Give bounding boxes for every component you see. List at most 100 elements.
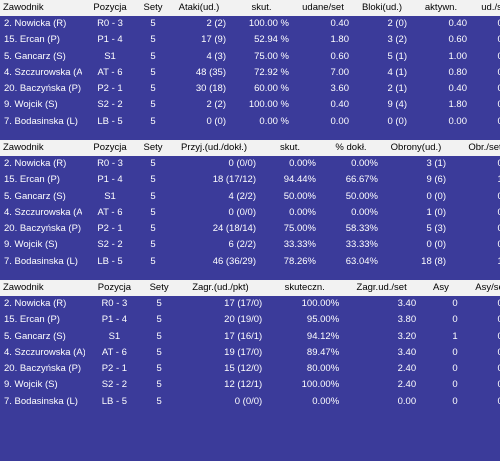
cell-sets: 5 — [156, 346, 162, 358]
table-row[interactable]: 15. Ercan (P) P1 - 4 5 17 (9) 52.94 % 1.80 3 (… — [0, 32, 500, 48]
cell-blocks-per-set: 0.20 — [471, 81, 500, 97]
column-header[interactable]: Pozycja — [85, 280, 144, 296]
table-row[interactable]: 20. Baczyńska (P) P2 - 1 5 15 (12/0) 80.00% 2… — [0, 361, 500, 377]
column-header[interactable]: % dokł. — [320, 140, 382, 156]
cell-accuracy: 66.67% — [345, 174, 378, 186]
table-row[interactable]: 7. Bodasinska (L) LB - 5 5 46 (36/29) 78.26%… — [0, 254, 500, 270]
table-row[interactable]: 5. Gancarz (S) S1 5 4 (2/2) 50.00% 50.00% 0 (0… — [0, 189, 500, 205]
table-row[interactable]: 9. Wojcik (S) S2 - 2 5 12 (12/1) 100.00% 2.40… — [0, 377, 500, 393]
column-header[interactable]: ud./set — [471, 0, 500, 16]
column-header[interactable]: Sety — [138, 0, 168, 16]
cell-position: LB - 5 — [101, 395, 128, 407]
column-header[interactable]: Zawodnik — [0, 140, 82, 156]
player-name: 5. Gancarz (S) — [4, 330, 66, 342]
player-name: 2. Nowicka (R) — [4, 18, 67, 29]
column-header[interactable]: Obrony(ud.) — [382, 140, 450, 156]
column-header[interactable]: Zagr.(ud./pkt) — [174, 280, 267, 296]
cell-sets: 5 — [150, 255, 156, 267]
column-header[interactable]: Zawodnik — [0, 0, 82, 16]
cell-aces: 0 — [452, 363, 458, 375]
cell-activity: 0.40 — [448, 83, 468, 95]
table-row[interactable]: 2. Nowicka (R) R0 - 3 5 0 (0/0) 0.00% 0.00% 3 … — [0, 156, 500, 172]
cell-digs-per-set: 1.20 — [450, 172, 500, 188]
column-header[interactable]: Zagr.ud./set — [343, 280, 421, 296]
cell-position: AT - 6 — [97, 66, 123, 78]
cell-attacks: 4 (3) — [206, 50, 226, 62]
cell-accuracy: 33.33% — [345, 239, 378, 251]
cell-digs-per-set: 0.00 — [450, 189, 500, 205]
cell-accuracy: 50.00% — [345, 190, 378, 202]
column-header[interactable]: Sety — [138, 140, 168, 156]
table-row[interactable]: 15. Ercan (P) P1 - 4 5 18 (17/12) 94.44% 66.6… — [0, 172, 500, 188]
cell-blocks: 3 (2) — [387, 34, 407, 46]
cell-position: S2 - 2 — [97, 239, 123, 251]
cell-efficiency: 0.00% — [289, 206, 316, 218]
table-row[interactable]: 9. Wojcik (S) S2 - 2 5 6 (2/2) 33.33% 33.33% 0… — [0, 237, 500, 253]
table-row[interactable]: 5. Gancarz (S) S1 5 4 (3) 75.00 % 0.60 5 (1) 1.… — [0, 49, 500, 65]
cell-serves-per-set: 2.40 — [397, 379, 417, 391]
table-row[interactable]: 15. Ercan (P) P1 - 4 5 20 (19/0) 95.00% 3.80 0… — [0, 312, 500, 328]
cell-blocks: 0 (0) — [387, 115, 407, 127]
cell-digs: 0 (0) — [426, 190, 446, 202]
column-header[interactable]: udane/set — [293, 0, 353, 16]
column-header[interactable]: Pozycja — [82, 0, 138, 16]
table-row[interactable]: 20. Baczyńska (P) P2 - 1 5 24 (18/14) 75.00%… — [0, 221, 500, 237]
cell-sets: 5 — [156, 314, 162, 326]
cell-serves-per-set: 0.00 — [397, 395, 417, 407]
column-header[interactable]: Obr./set — [450, 140, 500, 156]
cell-position: P2 - 1 — [97, 223, 123, 235]
cell-sets: 5 — [150, 239, 156, 251]
table-row[interactable]: 4. Szczurowska (A) AT - 6 5 48 (35) 72.92 % 7… — [0, 65, 500, 81]
column-header[interactable]: Ataki(ud.) — [168, 0, 230, 16]
column-header[interactable]: Pozycja — [82, 140, 138, 156]
cell-receptions: 46 (36/29) — [212, 255, 256, 267]
cell-sets: 5 — [150, 174, 156, 186]
cell-efficiency: 60.00 % — [254, 83, 289, 95]
column-header[interactable]: skut. — [230, 0, 293, 16]
column-header[interactable]: Sety — [143, 280, 175, 296]
column-header[interactable]: Zawodnik — [0, 280, 86, 296]
cell-attacks: 30 (18) — [195, 83, 226, 95]
cell-digs: 5 (3) — [426, 223, 446, 235]
cell-sets: 5 — [150, 50, 156, 62]
player-name: 4. Szczurowska (A) — [4, 346, 86, 358]
table-row[interactable]: 9. Wojcik (S) S2 - 2 5 2 (2) 100.00 % 0.40 9 (… — [0, 97, 500, 113]
cell-position: LB - 5 — [97, 115, 123, 127]
cell-serves-per-set: 3.20 — [397, 330, 417, 342]
cell-sets: 5 — [150, 34, 156, 46]
cell-sets: 5 — [150, 66, 156, 78]
cell-receptions: 4 (2/2) — [228, 190, 256, 202]
table-row[interactable]: 5. Gancarz (S) S1 5 17 (16/1) 94.12% 3.20 1 0.2… — [0, 329, 500, 345]
table-row[interactable]: 4. Szczurowska (A) AT - 6 5 0 (0/0) 0.00% 0.0… — [0, 205, 500, 221]
cell-efficiency: 52.94 % — [254, 34, 289, 46]
column-header[interactable]: Bloki(ud.) — [353, 0, 411, 16]
cell-per-set: 0.00 — [330, 115, 350, 127]
column-header[interactable]: skut. — [260, 140, 320, 156]
table-row[interactable]: 4. Szczurowska (A) AT - 6 5 19 (17/0) 89.47%… — [0, 345, 500, 361]
table-row[interactable]: 2. Nowicka (R) R0 - 3 5 2 (2) 100.00 % 0.40 2 … — [0, 16, 500, 32]
table-row[interactable]: 2. Nowicka (R) R0 - 3 5 17 (17/0) 100.00% 3.4… — [0, 296, 500, 312]
column-header[interactable]: Asy/set — [461, 280, 500, 296]
reception-defense-stats-panel: Zawodnik Pozycja Sety Przyj.(ud./dokł.) … — [0, 140, 500, 270]
cell-position: S2 - 2 — [97, 99, 123, 111]
cell-aces-per-set: 0.00 — [462, 394, 500, 410]
column-header[interactable]: skuteczn. — [266, 280, 344, 296]
cell-serves: 20 (19/0) — [224, 314, 263, 326]
column-header[interactable]: Przyj.(ud./dokł.) — [168, 140, 260, 156]
cell-activity: 0.80 — [448, 66, 468, 78]
table-row[interactable]: 7. Bodasinska (L) LB - 5 5 0 (0/0) 0.00% 0.00… — [0, 394, 500, 410]
cell-position: S1 — [104, 50, 116, 62]
column-header[interactable]: Asy — [420, 280, 462, 296]
cell-sets: 5 — [156, 330, 162, 342]
attack-block-stats-panel: Zawodnik Pozycja Sety Ataki(ud.) skut. u… — [0, 0, 500, 130]
table-row[interactable]: 20. Baczyńska (P) P2 - 1 5 30 (18) 60.00 % 3.… — [0, 81, 500, 97]
player-name: 20. Baczyńska (P) — [4, 363, 82, 375]
cell-blocks-per-set: 0.20 — [471, 65, 500, 81]
column-header[interactable]: aktywn. — [411, 0, 471, 16]
cell-sets: 5 — [150, 158, 156, 169]
cell-efficiency: 100.00 % — [248, 99, 289, 111]
cell-blocks-per-set: 0.80 — [471, 97, 500, 113]
cell-position: AT - 6 — [101, 346, 127, 358]
player-name: 9. Wojcik (S) — [4, 99, 58, 111]
